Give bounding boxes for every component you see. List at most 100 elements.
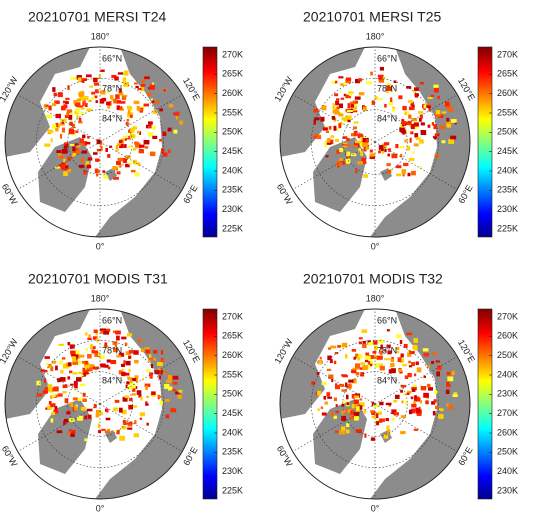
ice-pixel (360, 362, 365, 365)
ice-pixel (103, 173, 107, 179)
ice-pixel (126, 333, 133, 337)
latitude-label: 84°N (102, 113, 122, 123)
ice-pixel (63, 145, 68, 149)
ice-pixel (340, 97, 345, 100)
ice-pixel (362, 343, 367, 349)
ice-pixel (359, 133, 363, 138)
colorbar-label: 230K (222, 204, 243, 214)
ice-pixel (64, 101, 69, 104)
ice-pixel (127, 424, 133, 427)
ice-pixel (48, 385, 53, 390)
ice-pixel (100, 90, 106, 95)
ice-pixel (374, 413, 378, 419)
ice-pixel (453, 392, 458, 395)
ice-pixel (151, 391, 156, 396)
ice-pixel (434, 133, 440, 137)
ice-pixel (419, 165, 422, 169)
ice-pixel (324, 142, 327, 148)
ice-pixel (91, 364, 95, 369)
ice-pixel (123, 135, 129, 139)
ice-pixel (348, 379, 354, 383)
ice-pixel (354, 430, 358, 433)
ice-pixel (411, 170, 416, 176)
ice-pixel (400, 384, 406, 388)
colorbar-label: 250K (222, 127, 243, 137)
ice-pixel (161, 371, 168, 374)
ice-pixel (128, 355, 132, 359)
ice-pixel (358, 148, 361, 153)
ice-pixel (64, 398, 69, 404)
ice-pixel (92, 152, 98, 155)
ice-pixel (127, 427, 133, 430)
ice-pixel (345, 158, 351, 164)
ice-pixel (81, 157, 85, 163)
map-border (4, 308, 196, 500)
latitude-ring (311, 78, 439, 206)
ice-pixel (399, 146, 405, 149)
ice-pixel (58, 155, 65, 159)
ice-pixel (115, 148, 119, 152)
ice-pixel (100, 363, 106, 368)
ice-pixel (77, 397, 83, 401)
ice-pixel (420, 130, 427, 136)
ice-pixel (57, 378, 61, 383)
ice-pixel (55, 365, 58, 371)
ice-pixel (121, 96, 127, 100)
ice-pixel (331, 81, 338, 84)
ice-pixel (418, 117, 422, 122)
ice-pixel (85, 141, 91, 145)
ice-pixel (110, 359, 117, 365)
ice-pixel (78, 121, 83, 124)
ice-pixel (338, 113, 344, 117)
ice-pixel (72, 397, 78, 401)
ice-pixel (119, 143, 124, 149)
latitude-label: 84°N (377, 375, 397, 385)
ice-pixel (324, 401, 328, 405)
ice-pixel (345, 408, 348, 414)
ice-pixel (126, 135, 132, 140)
ice-pixel (89, 367, 92, 372)
ice-pixel (85, 364, 89, 368)
ice-pixel (419, 114, 423, 119)
ice-pixel (435, 112, 441, 117)
ice-pixel (427, 124, 431, 128)
ice-pixel (351, 110, 358, 113)
ice-pixel (401, 169, 407, 174)
ice-pixel (341, 342, 348, 348)
ice-pixel (346, 115, 352, 120)
panel-title: 20210701 MODIS T32 (303, 271, 443, 287)
ice-pixel (322, 127, 328, 131)
ice-pixel (408, 360, 412, 364)
ice-pixel (365, 144, 370, 150)
ice-pixel (61, 105, 66, 111)
ice-pixel (334, 138, 340, 142)
colorbar-label: 245K (497, 146, 518, 156)
ice-pixel (117, 72, 124, 75)
ice-pixel (420, 385, 427, 391)
ice-pixel (414, 125, 419, 130)
ice-pixel (396, 350, 400, 354)
ice-pixel (377, 74, 384, 78)
ice-pixel (126, 381, 130, 385)
ice-pixel (408, 157, 415, 161)
ice-pixel (130, 114, 133, 118)
ice-pixel (335, 128, 339, 131)
ice-pixel (411, 362, 415, 366)
ice-pixel (78, 92, 85, 97)
ice-pixel (113, 98, 117, 104)
ice-pixel (404, 400, 408, 405)
ice-pixel (371, 100, 375, 105)
ice-pixel (163, 88, 166, 92)
ice-pixel (68, 114, 73, 120)
colorbar-label: 235K (222, 447, 243, 457)
ice-pixel (96, 409, 102, 415)
ice-pixel (395, 143, 399, 149)
ice-pixel (159, 138, 163, 142)
ice-pixel (67, 376, 71, 380)
ice-pixel (450, 372, 455, 375)
ice-pixel (311, 381, 316, 385)
ice-pixel (167, 386, 173, 391)
ice-pixel (90, 344, 94, 349)
ice-pixel (66, 112, 70, 117)
ice-pixel (59, 122, 65, 126)
